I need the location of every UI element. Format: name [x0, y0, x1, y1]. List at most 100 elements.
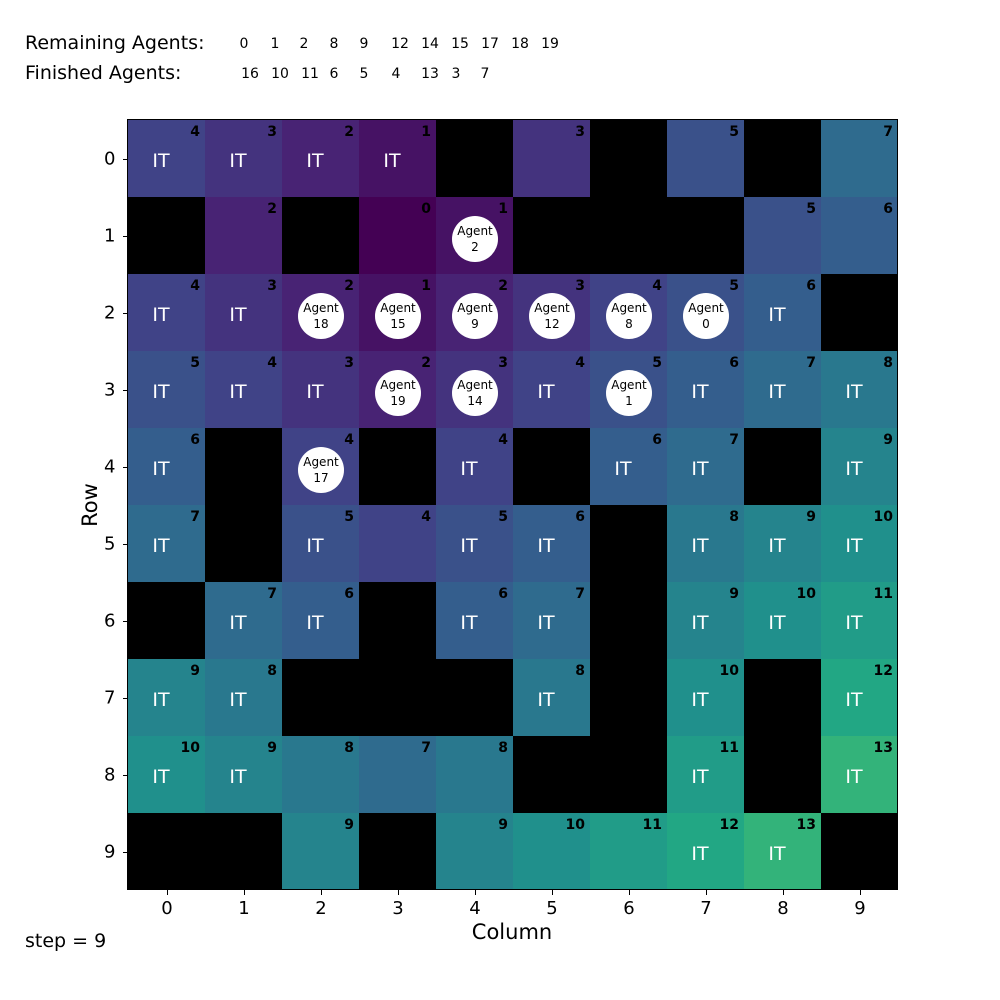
agent-marker: Agent 17: [298, 447, 344, 493]
it-marker: IT: [460, 612, 478, 634]
grid-cell: 9 IT: [205, 736, 282, 813]
distance-label: 3: [267, 124, 277, 140]
grid-cell: 2: [205, 197, 282, 274]
grid-cell: 10: [513, 813, 590, 890]
agent-number: 9: [471, 317, 479, 331]
wall-cell: [359, 659, 436, 736]
it-marker: IT: [306, 612, 324, 634]
it-marker: IT: [152, 304, 170, 326]
it-marker: IT: [845, 458, 863, 480]
grid-cell: 3 Agent 12: [513, 274, 590, 351]
grid-cell: 5: [667, 120, 744, 197]
wall-cell: [359, 582, 436, 659]
grid-cell: 5 Agent 1: [590, 351, 667, 428]
distance-label: 2: [344, 124, 354, 140]
agent-number: 12: [544, 317, 560, 331]
grid-cell: 13 IT: [744, 813, 821, 890]
agent-word: Agent: [457, 378, 493, 392]
grid-cell: 8 IT: [667, 505, 744, 582]
distance-label: 9: [806, 509, 816, 525]
distance-label: 12: [719, 817, 739, 833]
distance-label: 3: [498, 355, 508, 371]
agent-id-3: 3: [451, 66, 461, 82]
x-tick-label: 8: [777, 898, 789, 919]
grid-cell: 7 IT: [205, 582, 282, 659]
grid-cell: 2 Agent 18: [282, 274, 359, 351]
grid-cell: 8 IT: [205, 659, 282, 736]
grid-cell: 4 Agent 8: [590, 274, 667, 351]
distance-label: 8: [575, 663, 585, 679]
it-marker: IT: [152, 535, 170, 557]
wall-cell: [513, 736, 590, 813]
agent-word: Agent: [457, 224, 493, 238]
it-marker: IT: [152, 381, 170, 403]
agent-id-5: 5: [359, 66, 369, 82]
agent-marker: Agent 9: [452, 293, 498, 339]
grid-cell: 9 IT: [128, 659, 205, 736]
wall-cell: [590, 197, 667, 274]
agent-id-14: 14: [421, 36, 439, 52]
it-marker: IT: [229, 381, 247, 403]
grid-cell: 8 IT: [513, 659, 590, 736]
agent-id-7: 7: [480, 66, 490, 82]
agent-id-16: 16: [241, 66, 259, 82]
agent-id-4: 4: [391, 66, 401, 82]
distance-label: 5: [498, 509, 508, 525]
distance-label: 13: [796, 817, 816, 833]
agent-number: 18: [313, 317, 329, 331]
wall-cell: [590, 505, 667, 582]
grid-cell: 7 IT: [744, 351, 821, 428]
grid-cell: 1 Agent 15: [359, 274, 436, 351]
x-axis-label: Column: [471, 920, 553, 944]
agent-number: 14: [467, 394, 483, 408]
wall-cell: [436, 659, 513, 736]
grid-cell: 8 IT: [821, 351, 898, 428]
y-tick-mark: [123, 698, 128, 699]
grid-cell: 4 IT: [128, 274, 205, 351]
distance-label: 10: [565, 817, 585, 833]
distance-label: 3: [575, 124, 585, 140]
wall-cell: [513, 428, 590, 505]
distance-label: 2: [498, 278, 508, 294]
distance-label: 3: [575, 278, 585, 294]
x-tick-label: 4: [469, 898, 481, 919]
grid-cell: 6 IT: [128, 428, 205, 505]
it-marker: IT: [537, 535, 555, 557]
distance-label: 4: [344, 432, 354, 448]
grid-cell: 3 IT: [282, 351, 359, 428]
it-marker: IT: [691, 766, 709, 788]
y-tick-mark: [123, 775, 128, 776]
distance-label: 2: [421, 355, 431, 371]
y-tick-label: 8: [104, 764, 116, 786]
x-tick-mark: [552, 890, 553, 895]
x-tick-mark: [398, 890, 399, 895]
agent-id-10: 10: [271, 66, 289, 82]
y-tick-label: 0: [104, 148, 116, 170]
grid-cell: 8: [436, 736, 513, 813]
wall-cell: [590, 120, 667, 197]
distance-label: 9: [267, 740, 277, 756]
wall-cell: [590, 659, 667, 736]
y-tick-label: 3: [104, 379, 116, 401]
distance-label: 7: [729, 432, 739, 448]
it-marker: IT: [691, 689, 709, 711]
grid-cell: 5 IT: [128, 351, 205, 428]
y-tick-label: 9: [104, 841, 116, 863]
grid-cell: 3 IT: [205, 120, 282, 197]
grid-cell: 1 IT: [359, 120, 436, 197]
agent-id-15: 15: [451, 36, 469, 52]
wall-cell: [359, 813, 436, 890]
grid-cell: 5 IT: [282, 505, 359, 582]
distance-label: 9: [498, 817, 508, 833]
it-marker: IT: [691, 458, 709, 480]
agent-id-1: 1: [270, 36, 280, 52]
grid-cell: 5: [744, 197, 821, 274]
y-tick-mark: [123, 390, 128, 391]
distance-label: 4: [267, 355, 277, 371]
distance-label: 10: [796, 586, 816, 602]
distance-label: 6: [729, 355, 739, 371]
it-marker: IT: [229, 689, 247, 711]
x-tick-label: 7: [700, 898, 712, 919]
x-tick-mark: [321, 890, 322, 895]
wall-cell: [205, 505, 282, 582]
